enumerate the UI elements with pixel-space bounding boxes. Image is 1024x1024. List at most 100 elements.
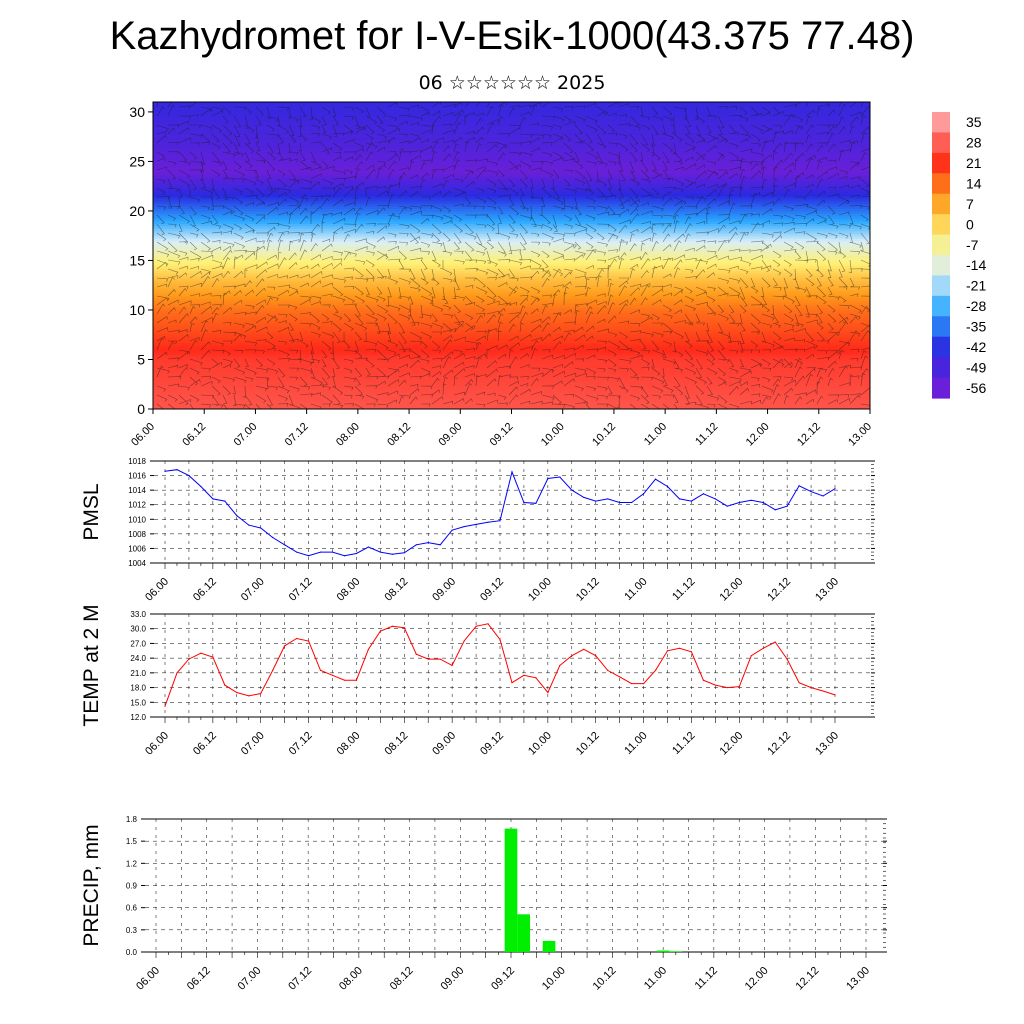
wind-barb: [189, 114, 199, 118]
wind-barb: [387, 115, 397, 122]
wind-barb: [695, 239, 706, 244]
wind-barb: [321, 349, 328, 358]
x-tick-label: 10.12: [590, 421, 618, 449]
wind-barb: [277, 385, 290, 394]
data-point: [224, 500, 226, 502]
wind-barb: [651, 151, 661, 161]
wind-barb: [651, 232, 657, 243]
wind-barb: [827, 277, 834, 287]
wind-barb: [299, 274, 310, 279]
wind-barb: [651, 403, 661, 409]
wind-barb: [539, 206, 543, 217]
wind-barb: [684, 304, 696, 312]
wind-barb: [431, 169, 437, 180]
wind-barb: [717, 138, 727, 144]
wind-barb: [288, 331, 295, 343]
wind-barb: [431, 136, 445, 144]
wind-barb: [750, 249, 762, 253]
wind-barb: [167, 376, 182, 380]
wind-barb: [453, 349, 463, 355]
wind-barb: [508, 323, 516, 333]
wind-barb: [761, 265, 772, 270]
wind-barb: [409, 268, 416, 280]
wind-barb: [475, 314, 483, 324]
wind-barb: [695, 231, 709, 235]
wind-barb: [431, 205, 443, 213]
wind-barb: [233, 223, 243, 231]
data-point: [355, 552, 358, 555]
wind-barb: [222, 290, 231, 297]
wind-barb: [354, 322, 368, 331]
wind-barb: [167, 150, 179, 155]
wind-barb: [442, 111, 454, 117]
heatmap-band: [153, 203, 870, 207]
wind-barb: [332, 358, 340, 370]
wind-barb: [178, 306, 187, 315]
wind-barb: [222, 106, 232, 115]
wind-barb: [321, 187, 336, 192]
wind-barb: [288, 349, 299, 354]
wind-barb: [640, 242, 646, 252]
wind-barb: [629, 367, 638, 377]
wind-barb: [817, 340, 830, 344]
wind-barb: [662, 349, 667, 359]
wind-barb: [552, 136, 564, 144]
wind-barb: [541, 349, 551, 353]
wind-barb: [167, 275, 179, 279]
heatmap-band: [153, 248, 870, 252]
wind-barb: [332, 304, 339, 314]
wind-barb: [739, 138, 749, 144]
wind-barb: [233, 333, 242, 342]
wind-barb: [772, 124, 783, 129]
wind-barb: [376, 392, 389, 396]
wind-barb: [607, 249, 618, 253]
wind-barb: [354, 403, 365, 409]
wind-barb: [783, 152, 793, 162]
wind-barb: [442, 383, 447, 396]
wind-barb: [640, 133, 649, 146]
wind-barb: [486, 300, 500, 306]
wind-barb: [761, 304, 770, 313]
wind-barb: [662, 292, 673, 297]
wind-barb: [783, 130, 793, 135]
wind-barb: [761, 367, 772, 372]
wind-barb: [167, 250, 181, 259]
wind-barb: [706, 136, 719, 144]
wind-barb: [541, 151, 553, 158]
wind-barb: [761, 140, 768, 153]
wind-barb: [167, 340, 178, 345]
wind-barb: [519, 294, 529, 299]
wind-barb: [585, 277, 598, 281]
wind-barb: [673, 331, 684, 340]
wind-barb: [629, 115, 640, 127]
wind-barb: [310, 197, 319, 207]
data-point: [200, 485, 202, 488]
wind-barb: [772, 378, 781, 387]
wind-barb: [277, 151, 284, 160]
wind-barb: [277, 289, 289, 297]
wind-barb: [552, 187, 561, 200]
wind-barb: [706, 115, 717, 119]
wind-barb: [783, 277, 789, 289]
wind-barb: [409, 115, 423, 122]
wind-barb: [156, 106, 165, 117]
heatmap-band: [153, 208, 870, 212]
wind-barb: [288, 304, 298, 310]
wind-barb: [453, 122, 461, 135]
wind-barb: [772, 197, 781, 207]
wind-barb: [530, 367, 541, 372]
wind-barb: [552, 370, 566, 378]
colorbar-swatch: [932, 316, 950, 338]
wind-barb: [387, 304, 401, 312]
wind-barb: [541, 124, 554, 130]
wind-barb: [167, 299, 179, 306]
wind-barb: [255, 106, 264, 116]
data-point: [212, 656, 214, 658]
wind-barb: [706, 240, 717, 244]
wind-barb: [398, 133, 408, 138]
wind-barb: [717, 217, 730, 225]
data-point: [176, 672, 178, 674]
wind-barb: [354, 124, 366, 132]
wind-barb: [783, 214, 795, 221]
